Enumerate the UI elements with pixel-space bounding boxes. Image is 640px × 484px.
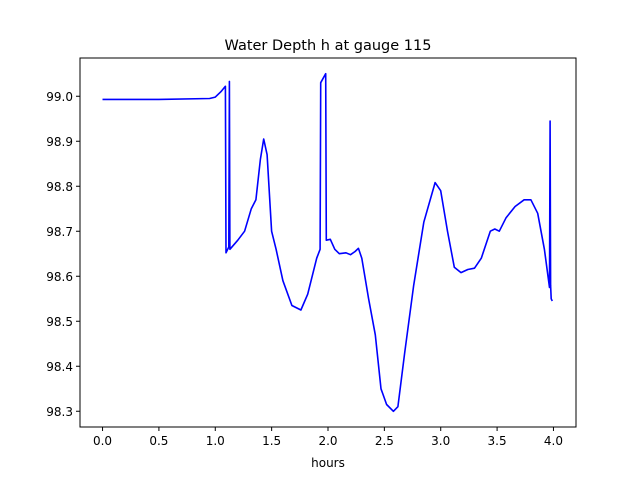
x-tick-label: 1.0 <box>206 434 225 448</box>
series-line-h <box>102 72 554 413</box>
plot-frame <box>79 57 577 428</box>
y-tick-label: 98.9 <box>46 135 73 149</box>
x-tick-label: 3.0 <box>431 434 450 448</box>
x-axis-label: hours <box>311 456 345 470</box>
x-tick-label: 4.0 <box>544 434 563 448</box>
y-tick-label: 98.5 <box>46 315 73 329</box>
y-tick-label: 98.6 <box>46 270 73 284</box>
x-tick-label: 0.5 <box>149 434 168 448</box>
x-tick-label: 2.0 <box>318 434 337 448</box>
x-tick-label: 3.5 <box>488 434 507 448</box>
x-tick-label: 2.5 <box>375 434 394 448</box>
y-tick-label: 98.4 <box>46 360 73 374</box>
y-tick-label: 98.8 <box>46 180 73 194</box>
x-tick-label: 0.0 <box>93 434 112 448</box>
y-tick-label: 99.0 <box>46 90 73 104</box>
chart-title: Water Depth h at gauge 115 <box>225 38 432 54</box>
x-tick-label: 1.5 <box>262 434 281 448</box>
y-tick-label: 98.3 <box>46 405 73 419</box>
y-tick-label: 98.7 <box>46 225 73 239</box>
